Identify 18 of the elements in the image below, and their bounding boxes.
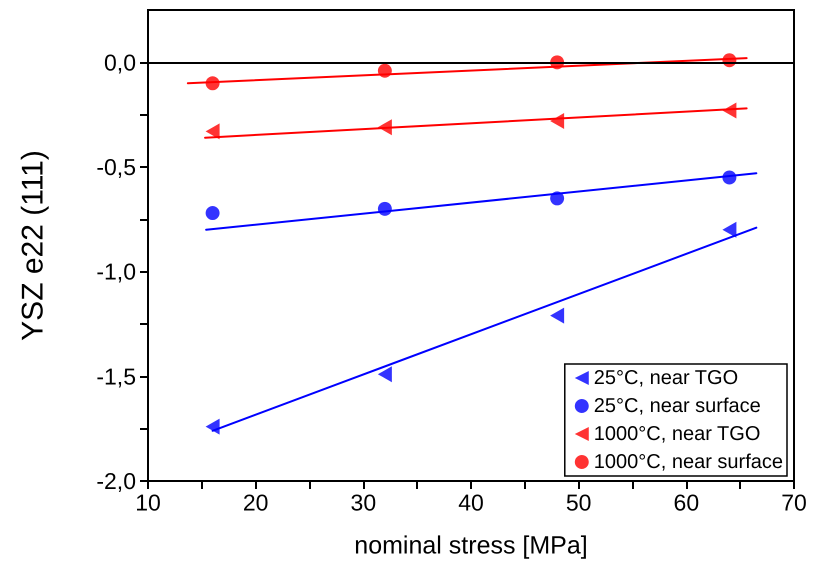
y-axis-title: YSZ e22 (111) [16,150,50,341]
x-tick-label: 30 [350,490,376,516]
legend-label: 25°C, near surface [594,395,761,417]
x-tick-label: 50 [566,490,592,516]
x-tick-label: 70 [781,490,807,516]
y-tick-label: -0,5 [96,154,136,180]
legend-label: 1000°C, near TGO [594,423,760,445]
y-tick-label: -1,0 [96,258,136,285]
x-tick-label: 20 [242,490,268,516]
x-axis-title: nominal stress [MPa] [354,532,588,560]
y-tick-label: 0,0 [104,49,136,76]
x-tick-label: 40 [458,490,484,516]
legend-label: 1000°C, near surface [594,451,783,473]
legend-label: 25°C, near TGO [594,367,738,389]
y-tick-label: -2,0 [96,468,136,494]
y-tick-label: -1,5 [96,363,136,390]
x-tick-label: 60 [674,490,700,516]
x-tick-label: 10 [135,490,161,516]
